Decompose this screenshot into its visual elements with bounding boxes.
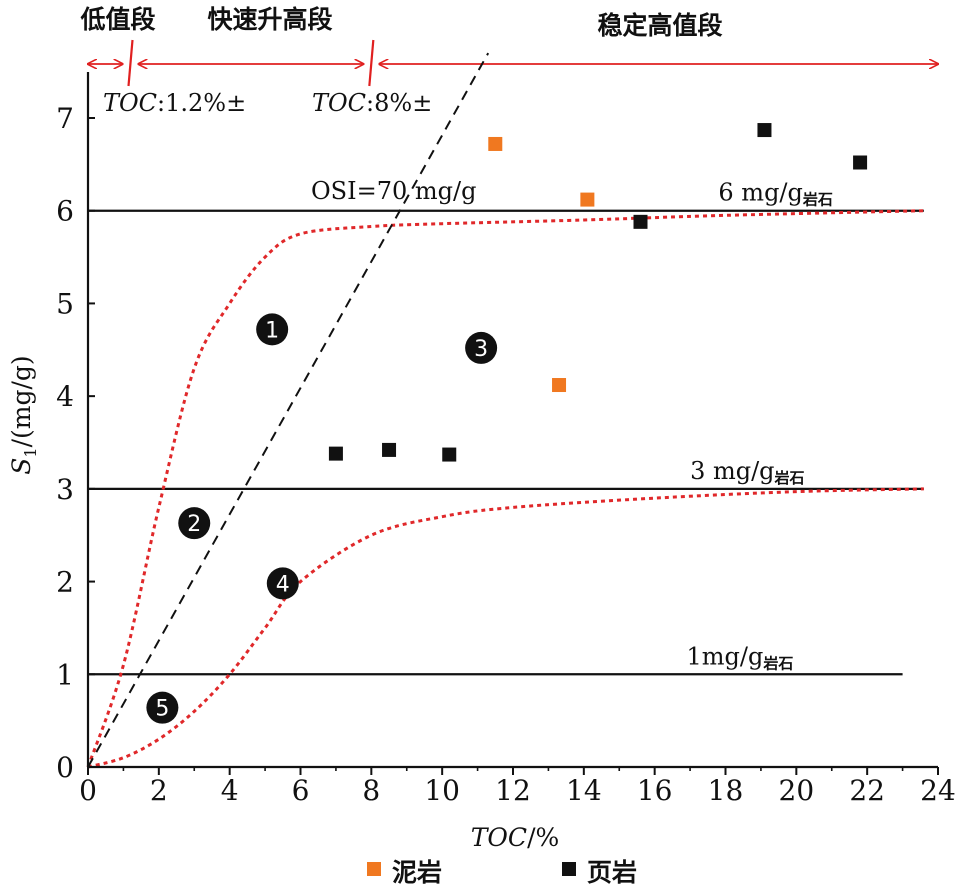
curve-lower [87, 487, 924, 769]
stage-bar: 低值段 快速升高段 稳定高值段 [79, 5, 938, 87]
x-tick-label: 2 [150, 774, 168, 807]
region-marker-label: 3 [474, 337, 488, 362]
reference-line-label: 3 mg/g岩石 [690, 457, 804, 487]
x-tick-label: 12 [495, 774, 531, 807]
region-marker [146, 691, 179, 724]
y-tick-label: 2 [56, 566, 74, 599]
x-tick-label: 6 [292, 774, 310, 807]
x-tick-label: 4 [221, 774, 239, 807]
y-tick-label: 7 [56, 102, 74, 135]
data-point [488, 136, 503, 151]
plot-area: 6 mg/g岩石 3 mg/g岩石 1mg/g岩石 OSI=70 mg/g TOC:1.… [86, 52, 924, 769]
x-tick-label: 0 [79, 774, 97, 807]
stage-divider [368, 39, 375, 87]
y-tick-label: 0 [56, 751, 74, 784]
y-tick-label: 6 [56, 195, 74, 228]
osi-line [87, 52, 490, 768]
stage-label: 快速升高段 [207, 5, 332, 34]
stage-divider [127, 39, 134, 87]
x-tick-label: 20 [779, 774, 815, 807]
region-marker [178, 507, 211, 540]
legend-swatch [367, 862, 381, 876]
data-point [552, 378, 567, 393]
data-point [853, 155, 868, 170]
y-tick-label: 1 [56, 658, 74, 691]
region-marker [465, 331, 498, 364]
region-marker [266, 567, 299, 600]
data-point [580, 192, 595, 207]
x-tick-label: 8 [362, 774, 380, 807]
region-marker [256, 313, 289, 346]
region-marker-label: 2 [187, 512, 201, 537]
reference-line-label: 6 mg/g岩石 [718, 179, 832, 209]
legend: 泥岩 页岩 [367, 858, 637, 887]
legend-swatch [562, 862, 576, 876]
reference-line-label: 1mg/g岩石 [687, 642, 794, 672]
x-tick-label: 18 [708, 774, 744, 807]
curve-upper [86, 209, 924, 768]
legend-label: 泥岩 [392, 858, 442, 887]
x-tick-label: 22 [849, 774, 885, 807]
legend-label: 页岩 [587, 858, 637, 887]
threshold-label: TOC:8%± [312, 89, 432, 117]
x-tick-label: 16 [637, 774, 673, 807]
stage-label: 稳定高值段 [597, 11, 722, 40]
y-axis-title: S1/(mg/g) [7, 355, 40, 474]
osi-label: OSI=70 mg/g [311, 177, 476, 205]
y-tick-label: 4 [56, 380, 74, 413]
x-tick-label: 14 [566, 774, 602, 807]
axes: 0 2 4 6 8 10 12 14 16 18 20 22 2401234567TOC/%S1/(mg… [7, 72, 955, 852]
threshold-label: TOC:1.2%± [103, 89, 246, 117]
y-tick-label: 3 [56, 473, 74, 506]
x-tick-label: 24 [920, 774, 955, 807]
stage-label: 低值段 [79, 5, 155, 34]
region-marker-label: 4 [276, 572, 290, 597]
data-point [757, 123, 772, 138]
region-marker-label: 5 [155, 697, 169, 722]
data-point [442, 447, 457, 462]
data-point [382, 442, 397, 457]
x-axis-title: TOC/% [471, 823, 560, 852]
region-marker-label: 1 [265, 318, 279, 343]
data-point [633, 214, 648, 229]
x-tick-label: 10 [424, 774, 460, 807]
y-tick-label: 5 [56, 287, 74, 320]
data-point [328, 446, 343, 461]
